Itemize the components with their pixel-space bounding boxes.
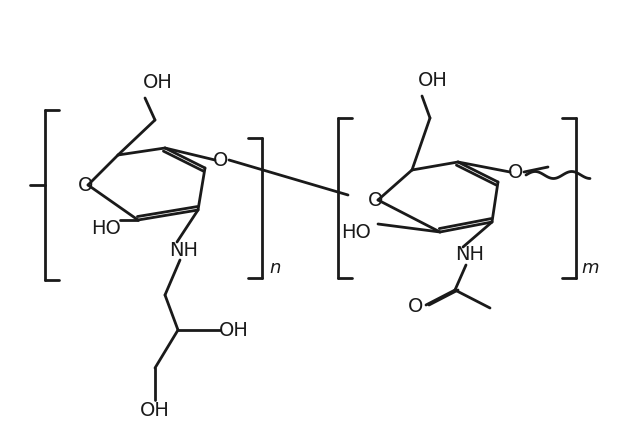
- Text: O: O: [368, 190, 384, 210]
- Text: NH: NH: [456, 245, 484, 264]
- Text: O: O: [213, 151, 228, 170]
- Text: OH: OH: [418, 70, 448, 89]
- Text: NH: NH: [170, 241, 198, 260]
- Text: n: n: [269, 259, 281, 277]
- Text: O: O: [508, 163, 524, 182]
- Text: HO: HO: [91, 218, 121, 237]
- Text: O: O: [408, 298, 424, 316]
- Text: OH: OH: [140, 400, 170, 420]
- Text: OH: OH: [143, 73, 173, 92]
- Text: OH: OH: [219, 320, 249, 339]
- Text: O: O: [78, 175, 93, 194]
- Text: m: m: [581, 259, 599, 277]
- Text: HO: HO: [341, 222, 371, 241]
